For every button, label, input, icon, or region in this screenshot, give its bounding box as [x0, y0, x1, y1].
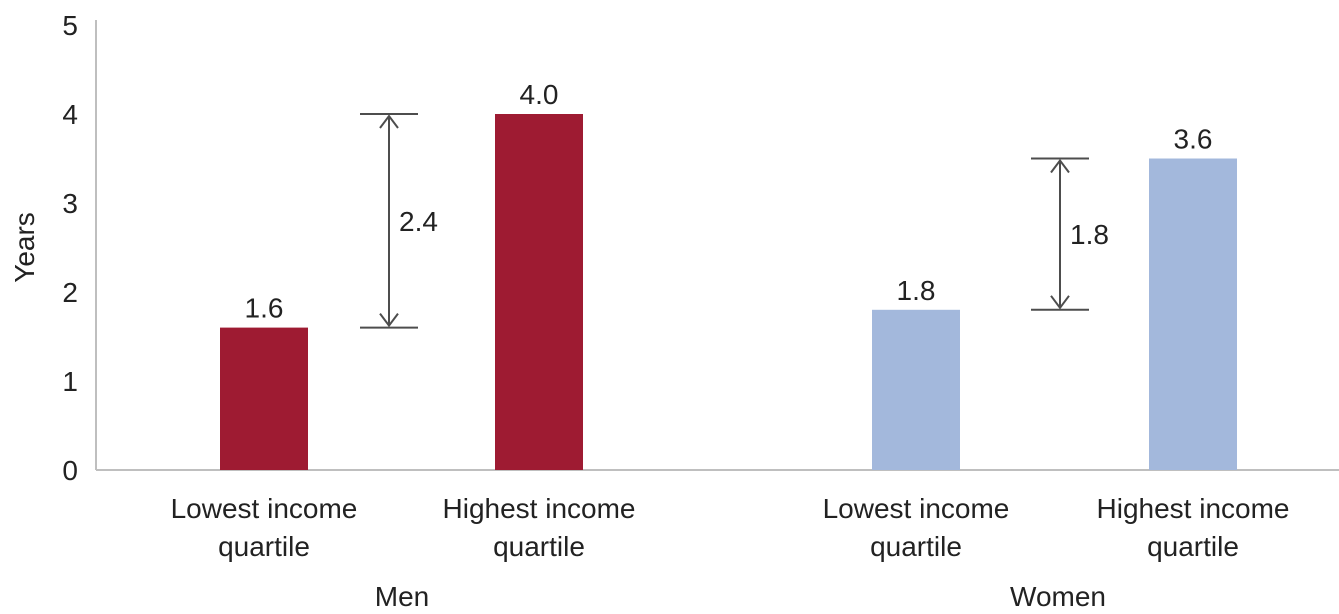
x-category-label: Highest income: [1097, 493, 1290, 524]
x-category-label: quartile: [1147, 531, 1239, 562]
bar-value-label: 3.6: [1174, 124, 1213, 155]
x-category-label: Lowest income: [823, 493, 1010, 524]
bar: [872, 309, 960, 470]
x-category-label: quartile: [218, 531, 310, 562]
x-category-label: Lowest income: [171, 493, 358, 524]
bar-value-label: 1.6: [245, 293, 284, 324]
bar: [220, 327, 308, 470]
y-tick-label: 3: [62, 188, 78, 219]
gap-arrow-down: [1050, 295, 1070, 310]
x-category-label: quartile: [870, 531, 962, 562]
x-category-label: Highest income: [443, 493, 636, 524]
y-tick-label: 4: [62, 99, 78, 130]
y-tick-label: 5: [62, 10, 78, 41]
y-tick-label: 2: [62, 277, 78, 308]
group-label: Men: [375, 581, 429, 612]
group-label: Women: [1010, 581, 1106, 612]
y-axis-title: Years: [9, 212, 40, 283]
bar-value-label: 1.8: [897, 275, 936, 306]
gap-value-label: 2.4: [399, 206, 438, 237]
gap-arrow-up: [379, 114, 399, 129]
bar-value-label: 4.0: [520, 79, 559, 110]
gap-arrow-up: [1050, 158, 1070, 174]
y-tick-label: 1: [62, 366, 78, 397]
y-tick-label: 0: [62, 455, 78, 486]
gap-arrow-down: [379, 313, 399, 328]
gap-value-label: 1.8: [1070, 219, 1109, 250]
bar: [1149, 158, 1237, 470]
x-category-label: quartile: [493, 531, 585, 562]
bar: [495, 114, 583, 470]
